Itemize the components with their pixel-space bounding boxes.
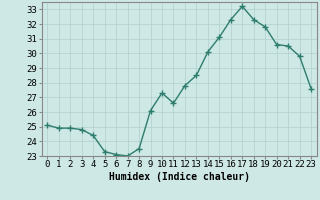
X-axis label: Humidex (Indice chaleur): Humidex (Indice chaleur) [109, 172, 250, 182]
